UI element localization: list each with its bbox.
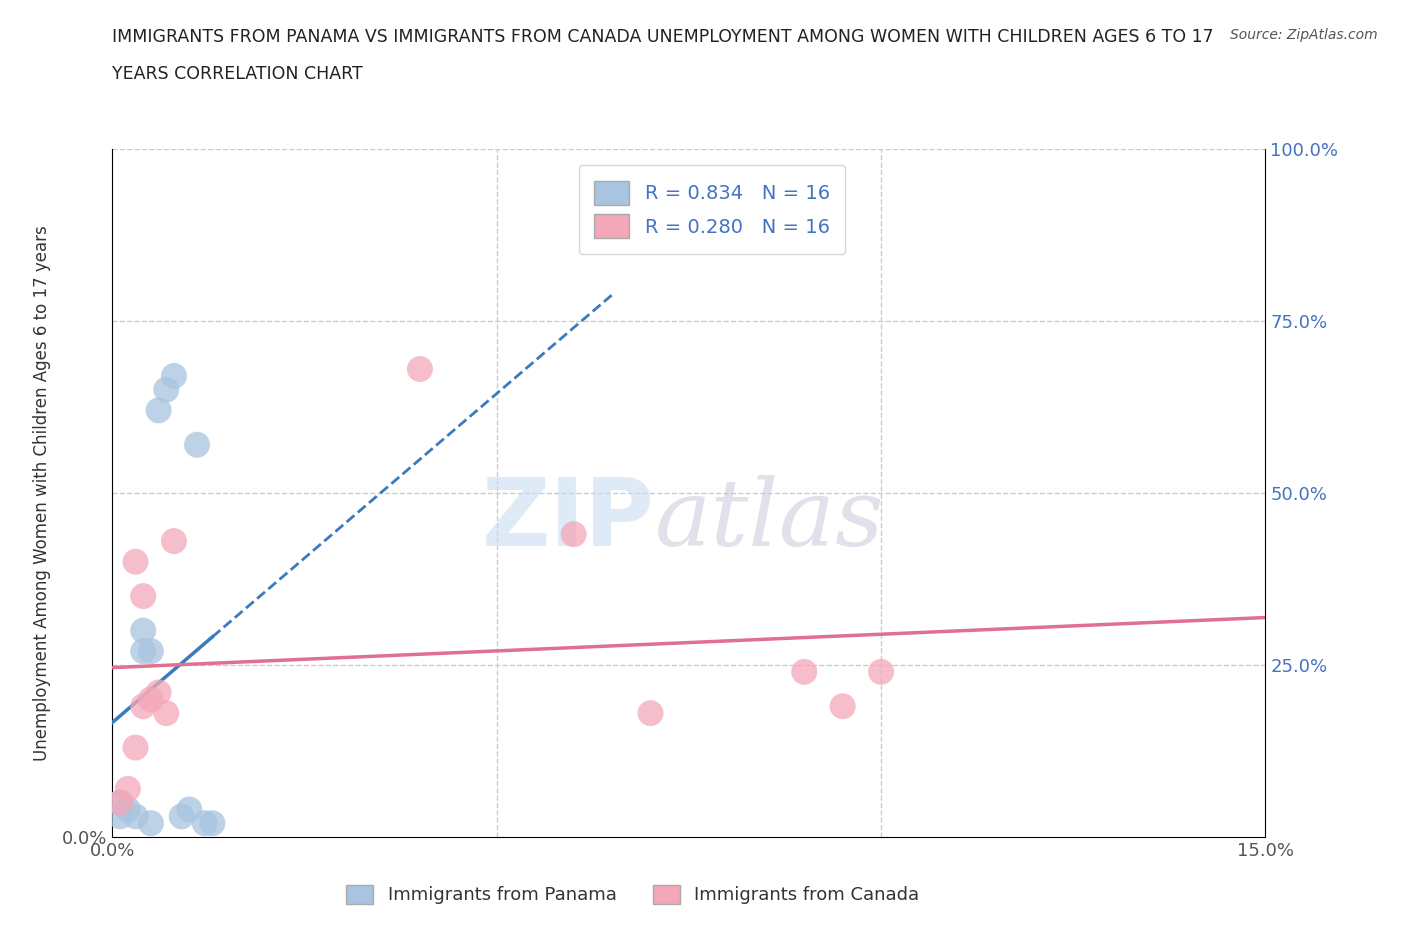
Point <box>117 802 139 817</box>
Point <box>132 623 155 638</box>
Point <box>132 589 155 604</box>
Text: YEARS CORRELATION CHART: YEARS CORRELATION CHART <box>112 65 363 83</box>
Legend: Immigrants from Panama, Immigrants from Canada: Immigrants from Panama, Immigrants from … <box>339 878 927 911</box>
Point <box>831 698 853 713</box>
Point <box>870 664 893 679</box>
Legend: R = 0.834   N = 16, R = 0.280   N = 16: R = 0.834 N = 16, R = 0.280 N = 16 <box>579 166 845 254</box>
Point <box>124 554 146 569</box>
Text: atlas: atlas <box>654 475 884 565</box>
Point <box>108 795 131 810</box>
Text: ZIP: ZIP <box>481 474 654 566</box>
Point <box>117 781 139 796</box>
Text: Source: ZipAtlas.com: Source: ZipAtlas.com <box>1230 28 1378 42</box>
Point <box>155 382 177 397</box>
Point <box>108 795 131 810</box>
Point <box>194 816 217 830</box>
Y-axis label: Unemployment Among Women with Children Ages 6 to 17 years: Unemployment Among Women with Children A… <box>34 225 51 761</box>
Point <box>640 706 662 721</box>
Point <box>132 644 155 658</box>
Point <box>139 644 162 658</box>
Point <box>163 534 186 549</box>
Point <box>201 816 224 830</box>
Point <box>155 706 177 721</box>
Point <box>139 816 162 830</box>
Point <box>186 437 208 452</box>
Point <box>170 809 193 824</box>
Point <box>163 368 186 383</box>
Point <box>124 809 146 824</box>
Text: IMMIGRANTS FROM PANAMA VS IMMIGRANTS FROM CANADA UNEMPLOYMENT AMONG WOMEN WITH C: IMMIGRANTS FROM PANAMA VS IMMIGRANTS FRO… <box>112 28 1215 46</box>
Point <box>179 802 201 817</box>
Point <box>132 698 155 713</box>
Point <box>148 403 170 418</box>
Point <box>148 685 170 700</box>
Point <box>562 526 585 541</box>
Point <box>793 664 815 679</box>
Point <box>139 692 162 707</box>
Point <box>124 740 146 755</box>
Point <box>409 362 432 377</box>
Point <box>108 809 131 824</box>
